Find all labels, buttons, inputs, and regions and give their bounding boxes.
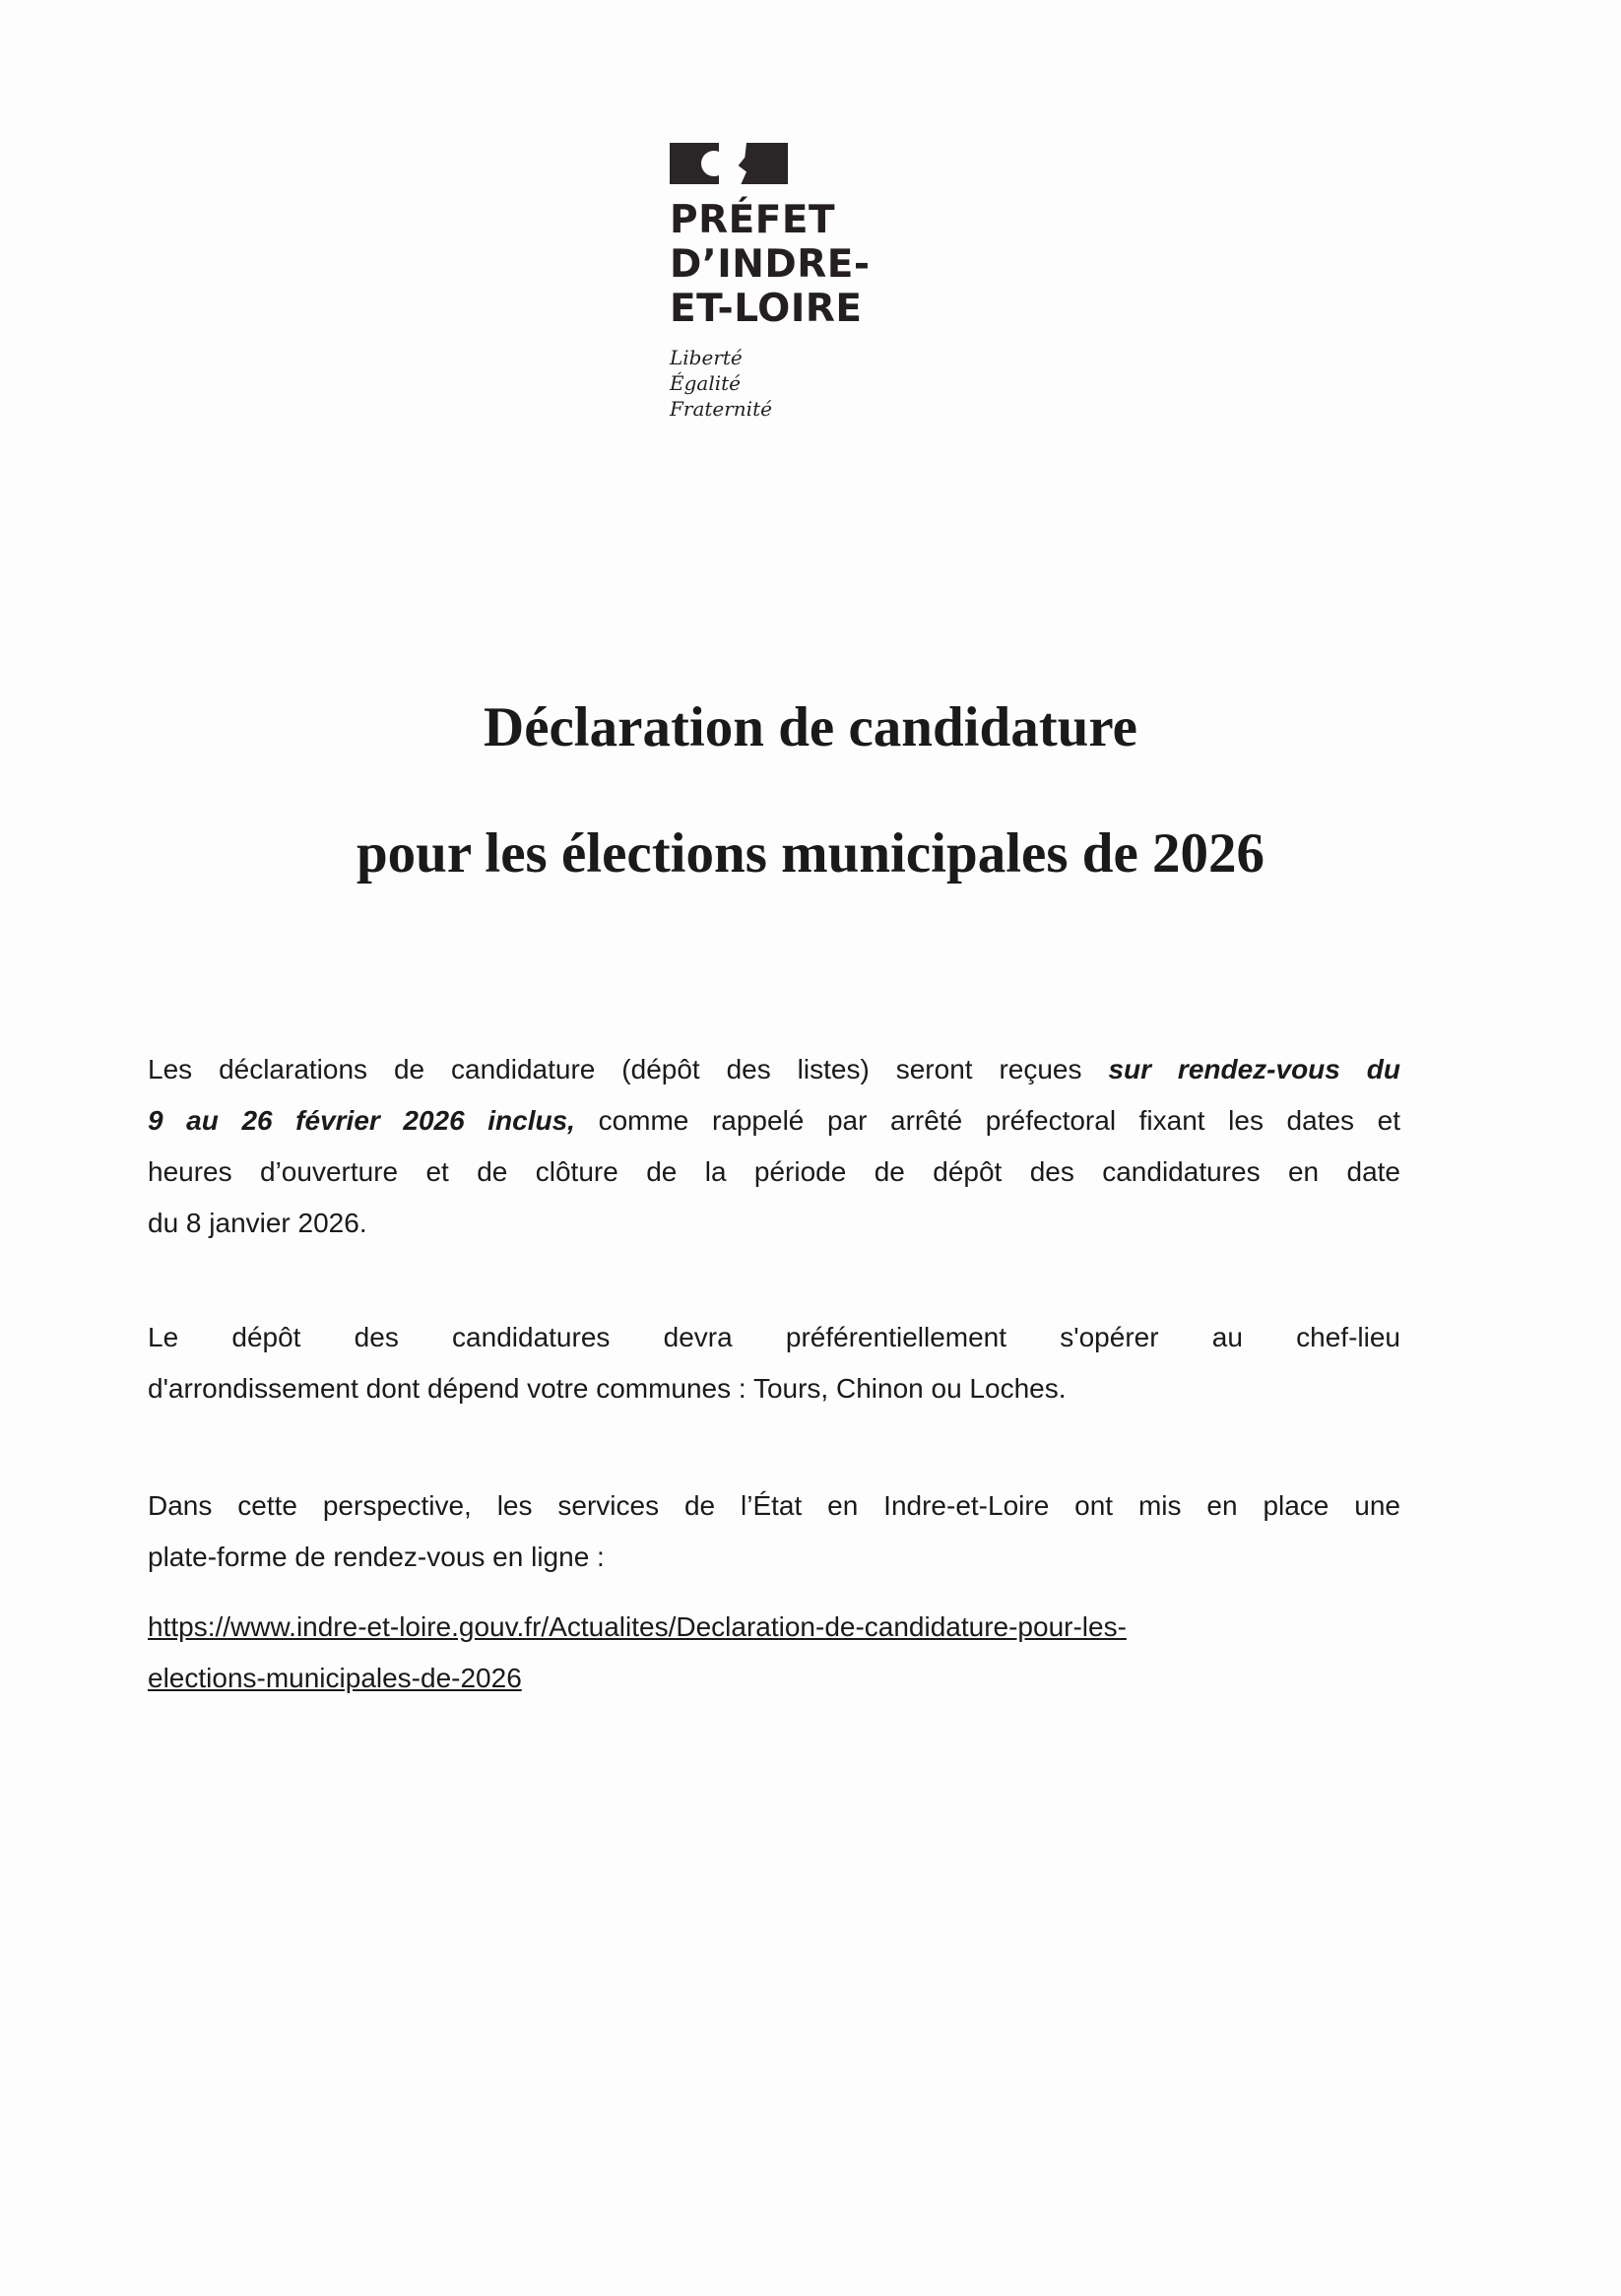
text-line: Le dépôt des candidatures devra préféren… [148,1322,1400,1352]
paragraph-deposit-location: Le dépôt des candidatures devra préféren… [148,1312,1400,1414]
page-title-line-2: pour les élections municipales de 2026 [356,822,1265,885]
page-title-line-1: Déclaration de candidature [484,696,1137,758]
republic-motto: Liberté Égalité Fraternité [670,345,871,422]
logo-line: ET-LOIRE [670,287,863,331]
text-line: 9 au 26 février 2026 inclus, comme rappe… [148,1105,1400,1136]
prefecture-logo: PRÉFET D’INDRE- ET-LOIRE Liberté Égalité… [670,143,871,422]
marianne-logo-icon [670,143,788,184]
text-line: du 8 janvier 2026. [148,1208,367,1238]
logo-line: PRÉFET [670,198,836,242]
text-line: Dans cette perspective, les services de … [148,1490,1400,1521]
text-line: Les déclarations de candidature (dépôt d… [148,1054,1400,1084]
logo-line: D’INDRE- [670,242,871,287]
motto-line: Égalité [670,371,741,395]
text-line: plate-forme de rendez-vous en ligne : [148,1542,605,1572]
text-line: heures d’ouverture et de clôture de la p… [148,1156,1400,1187]
text-line: d'arrondissement dont dépend votre commu… [148,1373,1067,1404]
motto-line: Fraternité [670,397,772,421]
link-line[interactable]: elections-municipales-de-2026 [148,1663,522,1693]
paragraph-online-platform: Dans cette perspective, les services de … [148,1480,1400,1583]
appointment-link[interactable]: https://www.indre-et-loire.gouv.fr/Actua… [148,1602,1400,1704]
prefecture-name: PRÉFET D’INDRE- ET-LOIRE [670,198,871,331]
paragraph-deposit-dates: Les déclarations de candidature (dépôt d… [148,1044,1400,1249]
motto-line: Liberté [670,346,743,369]
link-line[interactable]: https://www.indre-et-loire.gouv.fr/Actua… [148,1611,1127,1642]
